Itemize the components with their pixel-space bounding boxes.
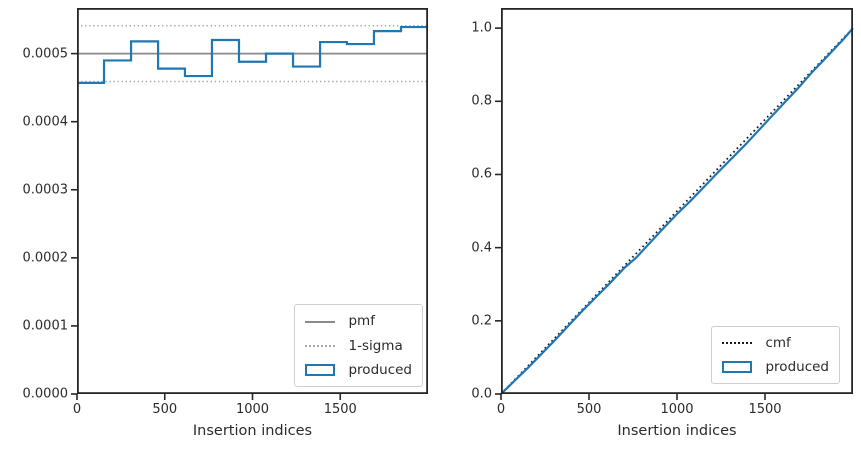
x-tick-label: 500 bbox=[152, 402, 178, 417]
left-x-axis-label: Insertion indices bbox=[192, 423, 313, 439]
legend-label-produced: produced bbox=[348, 361, 412, 378]
pmf-plot-canvas bbox=[71, 7, 429, 400]
right-legend: cmf produced bbox=[711, 325, 840, 384]
legend-entry-pmf: pmf bbox=[305, 313, 412, 329]
x-tick-label: 1500 bbox=[323, 402, 357, 417]
legend-entry-produced: produced bbox=[305, 362, 412, 378]
legend-entry-cmf: cmf bbox=[722, 335, 829, 351]
produced-rect-sample-icon bbox=[305, 363, 336, 376]
y-tick-label: 1.0 bbox=[471, 20, 492, 36]
x-tick-label: 0 bbox=[496, 402, 506, 417]
right-x-axis-label: Insertion indices bbox=[617, 423, 737, 439]
y-tick-label: 0.4 bbox=[471, 240, 492, 256]
legend-entry-produced-right: produced bbox=[722, 359, 829, 375]
x-tick-label: 500 bbox=[576, 402, 602, 417]
y-tick-label: 0.6 bbox=[471, 166, 492, 182]
legend-label-produced-right: produced bbox=[765, 358, 829, 375]
x-tick-label: 1000 bbox=[235, 402, 270, 417]
y-tick-label: 0.0002 bbox=[22, 250, 69, 266]
y-tick-label: 0.8 bbox=[471, 93, 492, 109]
cdf-plot-canvas bbox=[495, 7, 854, 400]
x-tick-label: 1000 bbox=[660, 402, 694, 417]
y-tick-label: 0.0005 bbox=[22, 46, 69, 62]
pmf-line-sample-icon bbox=[305, 320, 336, 323]
x-tick-label: 0 bbox=[72, 402, 82, 417]
legend-entry-1-sigma: 1-sigma bbox=[305, 338, 412, 354]
left-axes-pmf-plot: pmf 1-sigma produced 0 500 1000 1500 0.0000 0… bbox=[23, 7, 429, 416]
y-tick-label: 0.0000 bbox=[22, 386, 69, 402]
legend-label-1-sigma: 1-sigma bbox=[348, 337, 403, 354]
right-axes-cdf-plot: cmf produced 0 500 1000 1500 0.0 0.2 0.4 0.6 0.8… bbox=[471, 7, 854, 416]
y-tick-label: 0.0 bbox=[471, 386, 492, 402]
y-tick-label: 0.2 bbox=[471, 313, 492, 329]
sigma-dotted-line-sample-icon bbox=[305, 344, 336, 347]
x-tick-label: 1500 bbox=[748, 402, 782, 417]
cmf-dotted-line-sample-icon bbox=[722, 341, 753, 344]
produced-rect-sample-icon bbox=[722, 360, 753, 373]
left-legend: pmf 1-sigma produced bbox=[294, 304, 423, 387]
y-tick-label: 0.0004 bbox=[22, 114, 69, 130]
y-tick-label: 0.0003 bbox=[22, 182, 69, 198]
legend-label-pmf: pmf bbox=[348, 313, 375, 330]
legend-label-cmf: cmf bbox=[765, 334, 791, 351]
y-tick-label: 0.0001 bbox=[22, 318, 69, 334]
